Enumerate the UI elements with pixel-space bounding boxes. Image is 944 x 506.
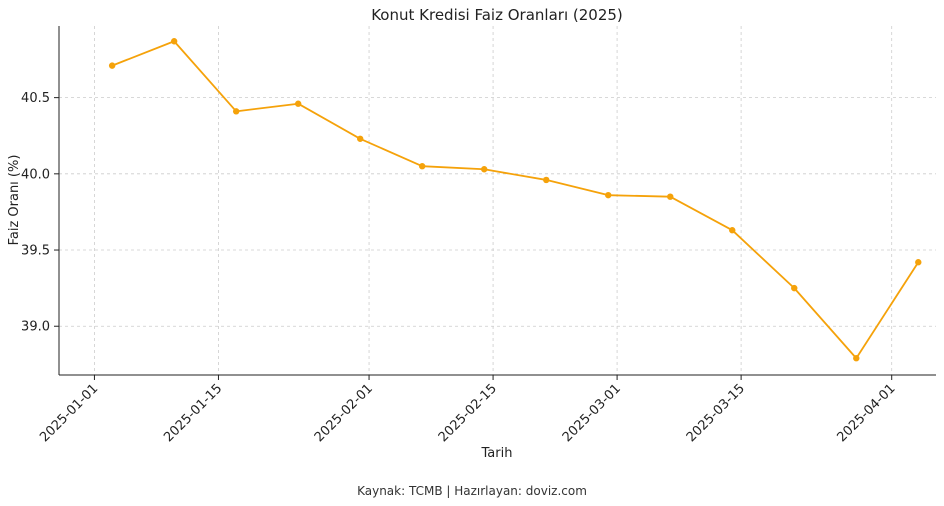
data-point — [853, 355, 860, 362]
data-point — [915, 259, 922, 266]
x-tick-label: 2025-03-15 — [684, 381, 748, 445]
y-axis-label: Faiz Oranı (%) — [7, 155, 22, 246]
x-tick-label: 2025-02-01 — [312, 381, 376, 445]
grid — [59, 26, 936, 375]
data-point — [543, 176, 550, 184]
series — [108, 38, 922, 362]
data-point — [791, 284, 798, 292]
data-point — [481, 166, 488, 173]
data-point — [729, 227, 736, 234]
x-tick-label: 2025-01-01 — [37, 381, 101, 445]
source-footer: Kaynak: TCMB | Hazırlayan: doviz.com — [357, 484, 587, 498]
axes: 2025-01-01 2025-01-15 2025-02-01 2025-02-15… — [21, 26, 936, 445]
data-point — [294, 100, 302, 107]
y-tick-label: 39.5 — [21, 244, 50, 259]
y-tick-label: 40.5 — [21, 91, 50, 106]
x-tick-label: 2025-04-01 — [834, 381, 898, 445]
data-point — [356, 135, 364, 142]
data-point — [170, 38, 178, 45]
y-tick-label: 40.0 — [21, 167, 50, 182]
x-tick-label: 2025-01-15 — [161, 381, 225, 445]
x-tick-label: 2025-03-01 — [560, 381, 624, 445]
data-point — [667, 193, 674, 200]
y-tick-label: 39.0 — [21, 320, 50, 335]
x-tick-label: 2025-02-15 — [436, 381, 500, 445]
data-point — [605, 191, 612, 199]
series-line — [111, 40, 920, 360]
data-point — [108, 62, 116, 69]
data-point — [419, 163, 426, 170]
data-point — [232, 108, 240, 115]
chart-title: Konut Kredisi Faiz Oranları (2025) — [371, 6, 623, 24]
x-axis-label: Tarih — [481, 446, 513, 461]
